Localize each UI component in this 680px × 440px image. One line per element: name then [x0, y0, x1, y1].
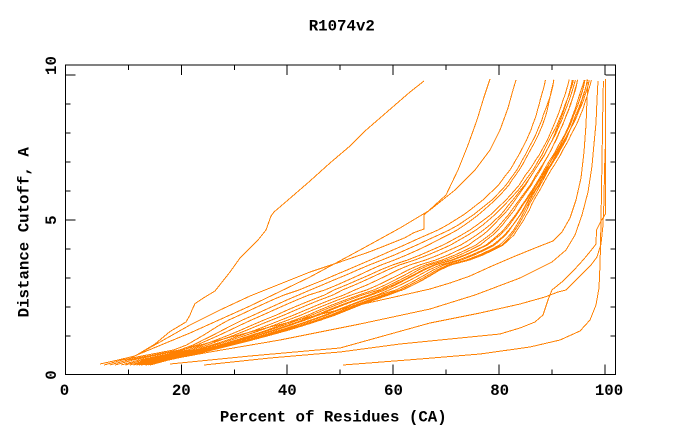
svg-text:0: 0: [60, 382, 69, 400]
svg-text:0: 0: [43, 370, 61, 379]
svg-text:20: 20: [172, 382, 191, 400]
svg-text:10: 10: [43, 56, 61, 75]
svg-text:40: 40: [278, 382, 297, 400]
svg-text:80: 80: [490, 382, 509, 400]
svg-text:R1074v2: R1074v2: [309, 18, 375, 36]
svg-text:Distance Cutoff, A: Distance Cutoff, A: [16, 147, 34, 318]
svg-text:100: 100: [595, 382, 623, 400]
svg-text:60: 60: [384, 382, 403, 400]
svg-text:5: 5: [43, 215, 61, 224]
svg-text:Percent of Residues (CA): Percent of Residues (CA): [220, 408, 447, 426]
